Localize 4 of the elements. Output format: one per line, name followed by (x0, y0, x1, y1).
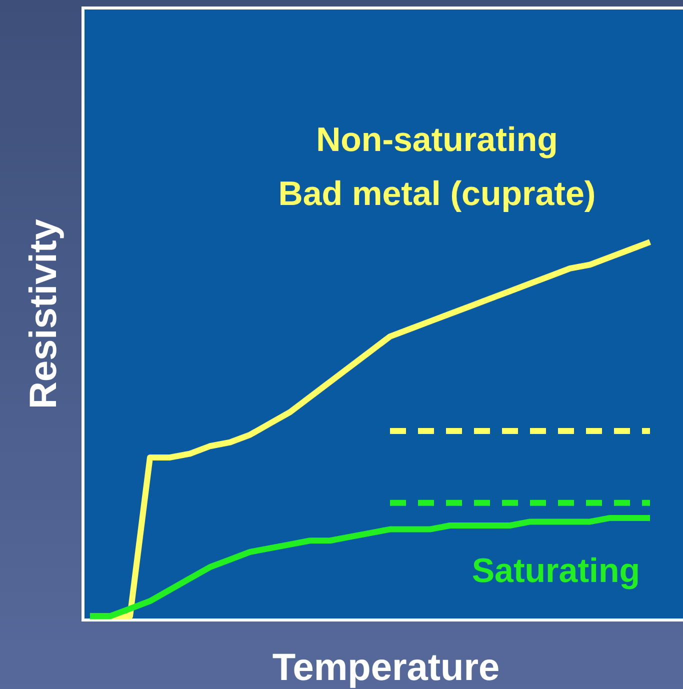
series-label: Saturating (472, 552, 640, 590)
y-axis-title: Resistivity (23, 218, 65, 410)
series-label: Non-saturating Bad metal (cuprate) (278, 121, 596, 213)
x-axis-title: Temperature (272, 647, 500, 689)
